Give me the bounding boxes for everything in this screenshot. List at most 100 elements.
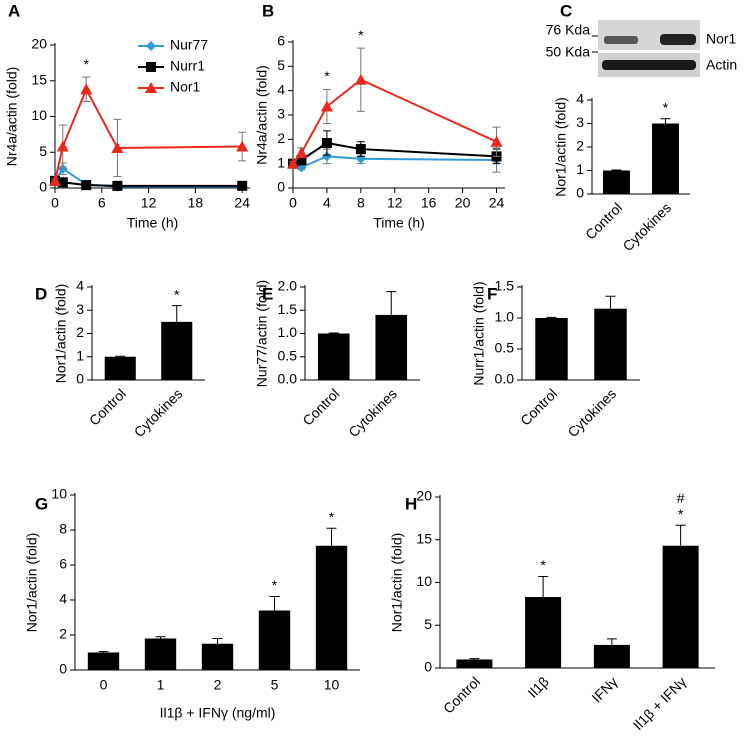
blot-label: Actin — [706, 57, 737, 73]
x-axis-label: Il1β + IFNγ (ng/ml) — [160, 705, 276, 721]
y-tick-label: 4 — [59, 591, 67, 607]
error-bar — [469, 658, 480, 660]
x-tick-label: Cytokines — [131, 385, 186, 440]
x-tick-label: Control — [299, 385, 342, 428]
x-tick-label: Il1β — [524, 673, 551, 700]
y-axis-label: Nr4a/actin (fold) — [4, 67, 20, 167]
panel-label: D — [35, 284, 47, 303]
significance: * — [174, 286, 180, 302]
legend-label: Nurr1 — [170, 58, 205, 74]
bar — [375, 314, 408, 380]
y-tick-label: 0 — [76, 371, 84, 387]
y-axis-label: Nor1/actin (fold) — [53, 284, 69, 384]
y-tick-label: 8 — [59, 521, 67, 537]
x-tick-label: Control — [440, 673, 483, 716]
bar — [258, 610, 291, 670]
marker — [237, 180, 248, 191]
x-tick-label: 2 — [214, 677, 222, 693]
x-tick-label: Il1β + IFNγ — [630, 673, 690, 733]
marker — [80, 83, 93, 95]
y-tick-label: 2 — [59, 626, 67, 642]
x-tick-label: 20 — [455, 195, 471, 211]
panel-3: D 0 1 2 3 4 Nor1/actin (fold) Control Cytokines * — [35, 278, 205, 440]
bar — [315, 545, 348, 670]
x-tick-label: 4 — [323, 195, 331, 211]
bar — [201, 643, 234, 670]
y-tick-label: 0 — [576, 185, 584, 201]
significance: # — [677, 490, 685, 506]
x-tick-label: 18 — [188, 195, 204, 211]
y-tick-label: 0.5 — [495, 340, 515, 356]
error-bar — [538, 576, 549, 598]
legend-label: Nor1 — [170, 79, 201, 95]
bar — [594, 308, 627, 380]
y-tick-label: 0.5 — [278, 347, 298, 363]
x-tick-label: IFNγ — [588, 673, 620, 705]
marker — [57, 163, 68, 174]
marker — [490, 135, 503, 147]
y-tick-label: 1.5 — [495, 278, 515, 294]
y-tick-label: 1 — [76, 347, 84, 363]
marker — [321, 151, 332, 162]
y-tick-label: 3 — [76, 301, 84, 317]
x-tick-label: 1 — [157, 677, 165, 693]
panel-4: E 0.0 0.5 1.0 1.5 2.0 Nur77/actin (fold) Contro… — [254, 278, 420, 440]
marker — [111, 141, 124, 153]
panel-0: A 0 5 10 15 20 Nr4a/actin (fold) Time (h) 0 6 12 18… — [4, 1, 250, 230]
marker — [287, 157, 299, 169]
y-axis-label: Nur77/actin (fold) — [254, 280, 270, 387]
y-axis-label: Nr4a/actin (fold) — [254, 65, 270, 165]
error-bar — [546, 316, 557, 318]
y-tick-label: 0.0 — [495, 371, 515, 387]
y-tick-label: 5 — [39, 143, 47, 159]
x-axis-label: Time (h) — [127, 215, 179, 231]
marker — [112, 180, 123, 191]
western-blot: 76 Kda 50 Kda Nor1 Actin — [546, 20, 737, 77]
bar — [525, 597, 562, 668]
y-axis-label: Nor1/actin (fold) — [389, 533, 405, 633]
panel-label: B — [262, 1, 274, 20]
error-bar — [606, 638, 617, 645]
bar — [144, 638, 177, 670]
bar — [593, 644, 630, 668]
marker — [295, 146, 308, 158]
bar — [317, 333, 350, 380]
series-line — [54, 86, 243, 182]
blot-band — [602, 60, 696, 70]
y-tick-label: 10 — [416, 573, 432, 589]
blot-band — [660, 34, 696, 45]
x-tick-label: 0 — [289, 195, 297, 211]
x-tick-label: 0 — [51, 195, 59, 211]
error-bar — [326, 527, 337, 546]
y-tick-label: 4 — [76, 278, 84, 294]
y-tick-label: 1.5 — [278, 301, 298, 317]
error-bar — [675, 524, 686, 546]
y-tick-label: 0.0 — [278, 371, 298, 387]
panel-label: E — [262, 284, 273, 303]
panel-5: F 0.0 0.5 1.0 1.5 Nurr1/actin (fold) Control Cy… — [471, 278, 640, 440]
marker — [145, 82, 157, 93]
blot-band — [604, 36, 638, 44]
x-tick-label: 16 — [421, 195, 437, 211]
error-bar — [660, 118, 671, 124]
bar — [87, 652, 120, 670]
x-tick-label: 12 — [141, 195, 157, 211]
marker — [49, 174, 61, 186]
legend-label: Nur77 — [170, 37, 208, 53]
y-axis-label: Nurr1/actin (fold) — [471, 281, 487, 385]
y-tick-label: 0 — [59, 661, 67, 677]
x-tick-label: Control — [582, 199, 625, 242]
y-tick-label: 2 — [76, 324, 84, 340]
y-tick-label: 0 — [277, 179, 285, 195]
y-tick-label: 5 — [424, 616, 432, 632]
y-tick-label: 4 — [277, 81, 285, 97]
bar — [104, 356, 136, 380]
x-tick-label: Control — [517, 385, 560, 428]
x-tick-label: Cytokines — [345, 385, 400, 440]
x-tick-label: Cytokines — [619, 199, 674, 254]
y-tick-label: 15 — [416, 530, 432, 546]
y-tick-label: 1.0 — [278, 324, 298, 340]
y-tick-label: 2 — [576, 138, 584, 154]
y-tick-label: 20 — [416, 488, 432, 504]
